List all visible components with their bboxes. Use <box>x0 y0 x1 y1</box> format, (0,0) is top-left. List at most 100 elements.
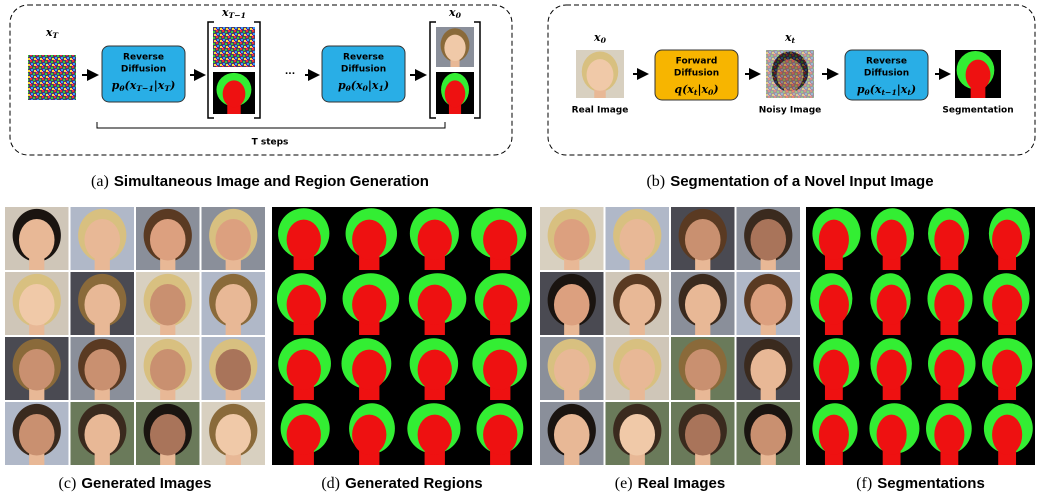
image <box>202 207 266 270</box>
image-face <box>84 414 120 456</box>
image-face <box>619 349 655 391</box>
caption: (a) Simultaneous Image and Region Genera… <box>91 172 429 191</box>
subscript: 0 <box>601 36 607 45</box>
image-face <box>19 349 55 391</box>
caption: (e) Real Images <box>615 474 725 493</box>
image <box>606 402 670 465</box>
image <box>71 337 135 400</box>
face-region <box>287 285 321 325</box>
math-text: (x <box>351 79 363 92</box>
image <box>136 337 200 400</box>
segmentation-image <box>403 402 467 465</box>
face-region <box>352 220 386 260</box>
caption: (d) Generated Regions <box>321 474 482 493</box>
image-face <box>554 284 590 326</box>
segmentation-image <box>979 337 1035 400</box>
image-face <box>554 219 590 261</box>
math-text: |x <box>154 79 165 92</box>
image-face <box>750 349 786 391</box>
image <box>671 207 735 270</box>
image <box>671 337 735 400</box>
segmentation-image <box>272 207 336 270</box>
subscript: T−1 <box>229 11 247 20</box>
image-face <box>554 414 590 456</box>
box-title: Diffusion <box>674 69 719 79</box>
segmentation-image <box>922 207 978 270</box>
image <box>737 402 801 465</box>
face-region <box>877 220 907 260</box>
image-face <box>619 219 655 261</box>
math-text: q(x <box>674 83 694 96</box>
image <box>71 272 135 335</box>
math-text: (x <box>870 83 882 96</box>
caption-label: (f) <box>856 475 872 492</box>
image <box>540 272 604 335</box>
face-region <box>819 350 849 390</box>
box-title: Diffusion <box>864 69 909 79</box>
face-region <box>992 220 1022 260</box>
image <box>5 272 69 335</box>
segmentation-image <box>469 337 533 400</box>
caption: (f) Segmentations <box>856 474 985 493</box>
face-region <box>483 415 517 455</box>
face-region <box>418 415 452 455</box>
image <box>136 207 200 270</box>
face-region <box>934 415 964 455</box>
image <box>202 337 266 400</box>
image-face <box>685 284 721 326</box>
image <box>136 402 200 465</box>
segmentation-image <box>403 207 467 270</box>
segmentation-image <box>403 272 467 335</box>
segmentation-image <box>979 207 1035 270</box>
segmentation-image <box>955 50 1001 98</box>
face-region <box>992 415 1022 455</box>
image-face <box>215 219 251 261</box>
face-region <box>223 80 246 107</box>
math-label: xT <box>45 26 60 40</box>
math-label: x0 <box>448 6 462 20</box>
face-region <box>418 350 452 390</box>
math-text: |x <box>697 83 708 96</box>
box-title: Reverse <box>123 53 164 63</box>
caption: (c) Generated Images <box>59 474 212 493</box>
caption-text: Generated Regions <box>345 475 483 492</box>
segmentation-image <box>979 272 1035 335</box>
segmentation-image <box>922 337 978 400</box>
segmentation-image <box>922 272 978 335</box>
segmentation-image <box>469 272 533 335</box>
segmentation-image <box>272 272 336 335</box>
caption-label: (b) <box>646 173 665 190</box>
face-region <box>992 285 1022 325</box>
segmentation-image <box>272 337 336 400</box>
caption-text: Real Images <box>638 475 726 492</box>
face-region <box>418 285 452 325</box>
math-text: ) <box>910 83 916 96</box>
image <box>136 272 200 335</box>
label: Real Image <box>572 106 629 116</box>
image <box>5 402 69 465</box>
segmentation-image <box>469 207 533 270</box>
math-text: ) <box>169 79 175 92</box>
image <box>5 337 69 400</box>
image-face <box>150 284 186 326</box>
math-text: ) <box>383 79 389 92</box>
segmentation-image <box>864 337 920 400</box>
face-region <box>352 415 386 455</box>
image <box>737 337 801 400</box>
image-face <box>750 284 786 326</box>
image-face <box>444 35 465 61</box>
image <box>436 27 474 67</box>
subscript: T <box>52 31 59 40</box>
math-text: (x <box>125 79 137 92</box>
caption: (b) Segmentation of a Novel Input Image <box>646 172 933 191</box>
image <box>576 50 624 98</box>
segmentation-image <box>436 72 474 114</box>
caption-text: Segmentation of a Novel Input Image <box>670 173 933 190</box>
noise-overlay <box>766 50 814 98</box>
image <box>606 207 670 270</box>
segmentation-image <box>806 402 862 465</box>
segmentation-image <box>864 272 920 335</box>
face-region <box>483 220 517 260</box>
image <box>540 337 604 400</box>
box-title: Diffusion <box>121 65 166 75</box>
